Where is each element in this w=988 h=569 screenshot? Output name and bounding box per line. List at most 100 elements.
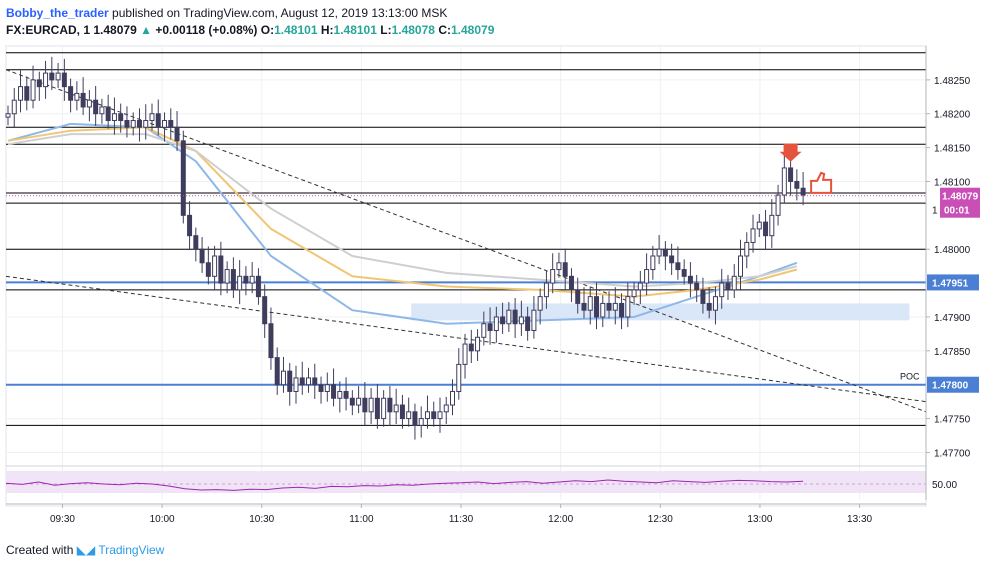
candle-body: [788, 167, 794, 182]
candle-body: [781, 167, 787, 196]
price-tick-label: 1.48150: [934, 144, 971, 155]
price-axis[interactable]: 1.482501.482001.481501.481001.480001.479…: [6, 46, 980, 500]
candle-body: [744, 241, 750, 257]
price-tick-label: 1.48000: [934, 245, 971, 256]
published-text: published on TradingView.com, August 12,…: [112, 6, 448, 20]
candle-body: [412, 411, 418, 426]
open-value: 1.48101: [274, 23, 318, 37]
open-label: O:: [260, 23, 275, 37]
candle-body: [531, 309, 537, 332]
candle-body: [356, 397, 362, 406]
candle-body: [675, 262, 681, 271]
candle-body: [124, 120, 130, 128]
rsi-band: [6, 471, 926, 493]
candle-body: [93, 99, 99, 115]
candle-body: [55, 72, 61, 81]
candle-body: [118, 113, 124, 122]
level-price-label: 1.47951: [932, 278, 969, 289]
time-axis[interactable]: 09:30 10:00 10:30 11:00 11:30 12:00 12:30 13:00…: [6, 503, 926, 525]
candle-body: [700, 289, 706, 304]
candle-body: [594, 296, 600, 318]
ohlc-line: FX:EURCAD, 1 1.48079 ▲ +0.00118 (+0.08%)…: [6, 23, 494, 37]
time-tick-label: 12:30: [648, 514, 673, 525]
price-tick-label: 1.47900: [934, 313, 971, 324]
level-price-badge: [927, 274, 979, 291]
last-price: 1.48079: [93, 23, 137, 37]
candle-body: [756, 221, 762, 230]
candle-body: [612, 302, 618, 311]
candle-body: [669, 255, 675, 264]
candle-body: [268, 323, 274, 359]
candle-body: [493, 316, 499, 332]
candle-body: [237, 275, 243, 291]
annotations: [779, 143, 833, 194]
candle-body: [637, 282, 643, 291]
thumbs-up-icon: [810, 171, 833, 194]
candle-body: [293, 377, 299, 392]
candle-body: [274, 357, 280, 386]
candle-body: [306, 377, 312, 386]
candle-body: [168, 120, 174, 128]
price-tick-label: 1.47850: [934, 347, 971, 358]
close-value: 1.48079: [450, 23, 495, 37]
candle-body: [318, 384, 324, 392]
price-tick-label: 1.48100: [934, 177, 971, 188]
candle-body: [343, 390, 349, 399]
time-tick-label: 13:30: [847, 514, 872, 525]
candle-body: [5, 113, 11, 118]
candle-body: [205, 262, 211, 277]
candle-body: [312, 377, 318, 386]
candle-body: [575, 289, 581, 304]
candle-body: [719, 282, 725, 298]
candle-body: [431, 411, 437, 420]
tradingview-brand[interactable]: TradingView: [98, 543, 165, 557]
candle-body: [331, 384, 337, 399]
countdown-prefix: 1: [932, 206, 938, 217]
candle-body: [287, 370, 293, 392]
horizontal-levels[interactable]: 1.47951 1.47800 POC: [6, 52, 979, 426]
candle-body: [387, 397, 393, 413]
candle-body: [625, 296, 631, 318]
plot-area[interactable]: [5, 45, 927, 507]
candle-body: [187, 214, 193, 237]
candle-body: [224, 269, 230, 284]
candle-body: [556, 262, 562, 271]
candle-body: [218, 255, 224, 284]
candle-body: [280, 370, 286, 386]
candle-body: [255, 275, 261, 298]
candle-body: [694, 282, 700, 291]
candle-body: [80, 92, 86, 108]
symbol-label[interactable]: FX:EURCAD, 1: [6, 23, 91, 37]
candle-body: [337, 390, 343, 399]
demand-zone: [411, 303, 910, 321]
candle-body: [512, 309, 518, 325]
candle-body: [212, 255, 218, 277]
candle-body: [193, 235, 199, 250]
trendline[interactable]: [5, 275, 927, 403]
high-value: 1.48101: [333, 23, 377, 37]
candle-body: [362, 397, 368, 413]
candle-body: [712, 296, 718, 311]
candle-body: [656, 248, 662, 257]
candle-body: [86, 99, 92, 108]
candle-body: [518, 316, 524, 325]
candle-body: [43, 72, 49, 88]
high-label: H:: [320, 23, 334, 37]
time-tick-label: 11:00: [349, 514, 374, 525]
close-label: C:: [438, 23, 451, 37]
level-price-label: 1.47800: [932, 381, 969, 392]
candle-body: [475, 336, 481, 352]
candle-body: [506, 309, 512, 325]
candle-body: [437, 411, 443, 420]
price-tick-label: 1.48200: [934, 110, 971, 121]
created-with-label: Created with: [6, 543, 74, 557]
zones: [411, 303, 910, 321]
candle-body: [537, 296, 543, 311]
candle-body: [74, 92, 80, 101]
time-tick-label: 13:00: [747, 514, 772, 525]
author-link[interactable]: Bobby_the_trader: [6, 6, 109, 20]
candle-body: [381, 397, 387, 420]
candle-body: [18, 86, 24, 101]
candle-body: [68, 86, 74, 101]
